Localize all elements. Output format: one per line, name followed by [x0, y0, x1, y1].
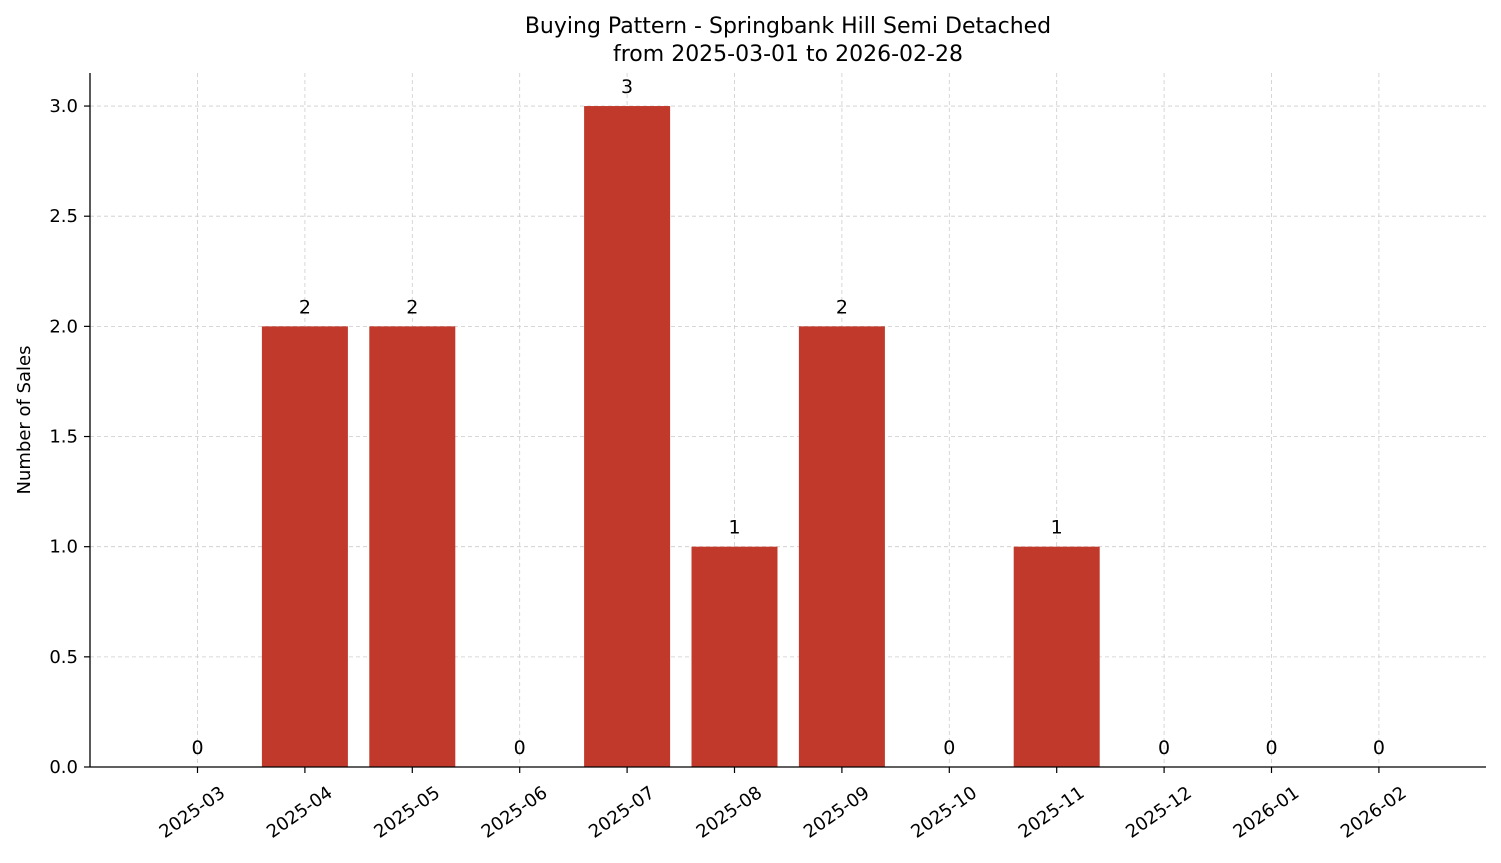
bar-2025-07	[584, 106, 671, 768]
data-label: 2	[299, 296, 311, 318]
data-label: 0	[514, 737, 526, 759]
x-tick-label: 2025-09	[800, 782, 874, 842]
data-label: 1	[1051, 517, 1063, 539]
bar-2025-04	[261, 326, 348, 767]
chart-subtitle: from 2025-03-01 to 2026-02-28	[613, 42, 963, 67]
x-tick-label: 2025-03	[156, 782, 230, 842]
data-label: 0	[1158, 737, 1170, 759]
data-label: 1	[728, 517, 740, 539]
data-label: 0	[1265, 737, 1277, 759]
bar-2025-09	[798, 326, 885, 767]
x-tick-label: 2025-12	[1122, 782, 1196, 842]
y-tick-label: 1.0	[49, 537, 78, 558]
bar-2025-08	[691, 546, 778, 767]
data-label: 0	[191, 737, 203, 759]
y-tick-label: 1.5	[49, 427, 78, 448]
x-tick-label: 2026-01	[1230, 782, 1304, 842]
data-label: 3	[621, 76, 633, 98]
x-tick-label: 2025-06	[478, 782, 552, 842]
x-tick-label: 2025-08	[693, 782, 767, 842]
y-axis-label: Number of Sales	[14, 345, 35, 494]
y-tick-label: 2.0	[49, 316, 78, 337]
y-tick-label: 0.0	[49, 757, 78, 778]
chart-title: Buying Pattern - Springbank Hill Semi De…	[525, 14, 1051, 39]
x-tick-label: 2025-11	[1015, 782, 1089, 842]
data-label: 0	[1373, 737, 1385, 759]
bars-layer	[261, 106, 1100, 768]
x-tick-label: 2025-04	[263, 782, 337, 842]
y-tick-label: 3.0	[49, 96, 78, 117]
data-labels-layer: 0 2 2 0 3 1 2 0 1 0 0 0	[191, 76, 1384, 759]
data-label: 2	[836, 296, 848, 318]
y-tick-label: 0.5	[49, 647, 78, 668]
bar-2025-05	[369, 326, 456, 767]
x-tick-label: 2026-02	[1337, 782, 1411, 842]
x-tick-label: 2025-10	[907, 782, 981, 842]
data-label: 2	[406, 296, 418, 318]
axes-layer	[89, 73, 1486, 768]
x-tick-label: 2025-07	[585, 782, 659, 842]
x-tick-label: 2025-05	[370, 782, 444, 842]
y-tick-label: 2.5	[49, 206, 78, 227]
data-label: 0	[943, 737, 955, 759]
bar-2025-11	[1013, 546, 1100, 767]
